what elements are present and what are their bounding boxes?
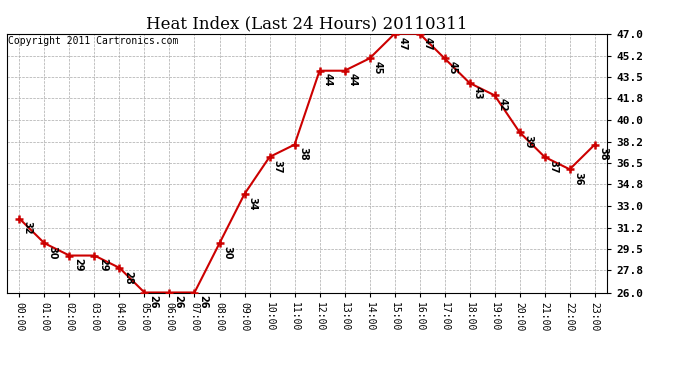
Text: 42: 42 (498, 98, 508, 112)
Text: 38: 38 (598, 147, 608, 161)
Text: Copyright 2011 Cartronics.com: Copyright 2011 Cartronics.com (8, 36, 179, 46)
Text: 26: 26 (172, 295, 183, 309)
Text: 29: 29 (72, 258, 83, 272)
Text: 34: 34 (248, 197, 258, 210)
Text: 32: 32 (23, 221, 32, 235)
Text: 44: 44 (348, 74, 358, 87)
Text: 36: 36 (573, 172, 583, 186)
Text: 37: 37 (548, 160, 558, 173)
Text: 26: 26 (148, 295, 158, 309)
Text: 45: 45 (448, 61, 458, 75)
Text: 37: 37 (273, 160, 283, 173)
Text: 30: 30 (48, 246, 58, 259)
Text: 28: 28 (123, 271, 132, 284)
Text: 43: 43 (473, 86, 483, 99)
Text: 29: 29 (98, 258, 108, 272)
Text: 38: 38 (298, 147, 308, 161)
Text: 47: 47 (398, 36, 408, 50)
Text: 47: 47 (423, 36, 433, 50)
Text: 45: 45 (373, 61, 383, 75)
Title: Heat Index (Last 24 Hours) 20110311: Heat Index (Last 24 Hours) 20110311 (146, 15, 468, 32)
Text: 26: 26 (198, 295, 208, 309)
Text: 30: 30 (223, 246, 233, 259)
Text: 39: 39 (523, 135, 533, 148)
Text: 44: 44 (323, 74, 333, 87)
